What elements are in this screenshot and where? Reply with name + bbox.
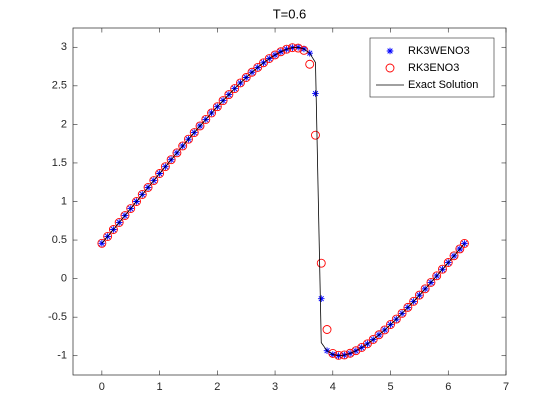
circle-marker bbox=[397, 308, 407, 318]
x-tick-label: 6 bbox=[445, 381, 451, 393]
circle-marker bbox=[316, 258, 326, 268]
star-marker bbox=[312, 90, 319, 97]
y-tick-label: -0.5 bbox=[48, 311, 67, 323]
x-tick-label: 3 bbox=[272, 381, 278, 393]
legend-label: Exact Solution bbox=[408, 79, 478, 91]
x-tick-label: 7 bbox=[503, 381, 509, 393]
y-tick-label: -1 bbox=[57, 350, 67, 362]
x-tick-label: 4 bbox=[330, 381, 336, 393]
circle-marker bbox=[426, 277, 436, 287]
circle-marker bbox=[114, 218, 124, 227]
circle-marker bbox=[345, 348, 355, 358]
circle-marker bbox=[380, 325, 390, 335]
circle-marker bbox=[270, 50, 280, 60]
circle-marker bbox=[241, 73, 251, 82]
circle-marker bbox=[339, 350, 349, 360]
circle-marker bbox=[432, 271, 442, 281]
circle-marker bbox=[126, 204, 136, 213]
circle-marker bbox=[184, 134, 193, 144]
circle-marker bbox=[230, 84, 240, 94]
circle-marker bbox=[155, 169, 165, 178]
circle-marker bbox=[259, 58, 268, 68]
circle-marker bbox=[305, 59, 315, 69]
circle-marker bbox=[362, 339, 372, 349]
circle-marker bbox=[132, 197, 141, 206]
x-tick-label: 2 bbox=[214, 381, 220, 393]
circle-marker bbox=[374, 330, 384, 340]
y-tick-label: 0.5 bbox=[52, 234, 67, 246]
y-tick-label: 1.5 bbox=[52, 157, 67, 169]
circle-marker bbox=[178, 141, 188, 151]
circle-marker bbox=[311, 130, 320, 140]
circle-marker bbox=[443, 258, 453, 267]
circle-marker bbox=[282, 44, 292, 54]
x-tick-label: 0 bbox=[99, 381, 105, 393]
circle-marker bbox=[322, 325, 332, 334]
legend-label: RK3WENO3 bbox=[408, 45, 470, 57]
circle-marker bbox=[391, 314, 401, 324]
x-tick-label: 5 bbox=[387, 381, 393, 393]
circle-marker bbox=[409, 296, 419, 306]
circle-marker bbox=[459, 238, 469, 248]
circle-marker bbox=[195, 121, 205, 131]
circle-marker bbox=[386, 320, 395, 329]
series-line bbox=[101, 46, 465, 357]
legend-label: RK3ENO3 bbox=[408, 62, 459, 74]
circle-marker bbox=[207, 108, 217, 118]
circle-marker bbox=[455, 244, 465, 254]
circle-marker bbox=[235, 78, 245, 88]
circle-marker bbox=[143, 183, 153, 192]
circle-marker bbox=[218, 96, 228, 106]
y-tick-label: 0 bbox=[61, 273, 67, 285]
legend-marker bbox=[386, 47, 394, 55]
circle-marker bbox=[103, 231, 113, 241]
circle-marker bbox=[149, 176, 159, 185]
y-tick-label: 2 bbox=[61, 118, 67, 130]
circle-marker bbox=[201, 115, 211, 124]
y-tick-label: 2.5 bbox=[52, 80, 67, 92]
legend-box bbox=[369, 37, 495, 98]
circle-marker bbox=[299, 45, 309, 55]
circle-marker bbox=[212, 102, 222, 112]
circle-marker bbox=[97, 238, 107, 248]
circle-marker bbox=[189, 128, 199, 138]
star-marker bbox=[317, 295, 325, 302]
circle-marker bbox=[166, 155, 176, 165]
circle-marker bbox=[351, 346, 361, 356]
y-tick-label: 1 bbox=[61, 195, 67, 207]
circle-marker bbox=[414, 290, 424, 300]
chart-title: T=0.6 bbox=[273, 6, 307, 21]
circle-marker bbox=[403, 302, 413, 312]
circle-marker bbox=[160, 162, 170, 172]
circle-marker bbox=[137, 190, 147, 199]
circle-marker bbox=[368, 335, 378, 344]
circle-marker bbox=[224, 90, 234, 99]
x-tick-label: 1 bbox=[157, 381, 163, 393]
circle-marker bbox=[253, 62, 263, 72]
circle-marker bbox=[420, 284, 430, 294]
legend-marker bbox=[385, 63, 395, 73]
circle-marker bbox=[276, 47, 286, 57]
circle-marker bbox=[328, 348, 338, 358]
circle-marker bbox=[120, 211, 130, 220]
axes-frame bbox=[72, 27, 507, 376]
circle-marker bbox=[108, 225, 118, 234]
circle-marker bbox=[438, 264, 447, 274]
circle-marker bbox=[449, 251, 459, 261]
y-tick-label: 3 bbox=[61, 41, 67, 53]
circle-marker bbox=[247, 67, 257, 77]
circle-marker bbox=[172, 148, 182, 158]
